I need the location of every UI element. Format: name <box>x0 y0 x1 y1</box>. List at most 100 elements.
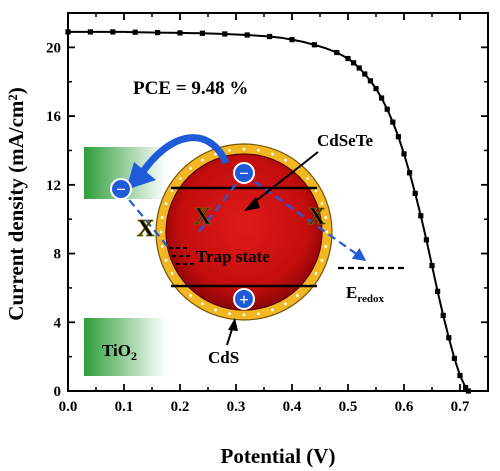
y-tick-label: 8 <box>54 247 62 263</box>
shell-dot <box>324 245 328 248</box>
trap-state-label: Trap state <box>196 247 270 266</box>
shell-dot <box>160 216 164 219</box>
shell-dot <box>320 202 324 206</box>
electron-in-tio2: − <box>110 178 132 200</box>
y-tick-label: 12 <box>46 178 61 194</box>
data-point <box>244 32 250 38</box>
y-tick-label: 4 <box>54 315 62 331</box>
shell-dot <box>284 158 287 162</box>
blocked-marker: X <box>194 204 212 230</box>
y-tick-label: 20 <box>46 40 61 56</box>
data-point <box>465 388 471 394</box>
data-point <box>373 86 379 92</box>
pce-annotation: PCE = 9.48 % <box>133 78 248 99</box>
data-point <box>345 55 351 62</box>
shell-dot <box>170 189 174 192</box>
x-tick-label: 0.6 <box>395 399 414 415</box>
data-point <box>451 355 457 361</box>
plot-frame <box>67 12 489 392</box>
shell-dot <box>159 230 163 234</box>
blocked-marker: X <box>308 204 326 230</box>
data-point <box>384 106 390 112</box>
y-axis: 0 4 8 12 16 20 <box>46 40 488 400</box>
data-point <box>435 288 441 294</box>
shell-dot <box>170 272 174 275</box>
data-point <box>429 262 435 269</box>
shell-dot <box>284 302 287 306</box>
shell-dot <box>214 308 218 312</box>
data-point <box>222 31 228 37</box>
x-tick-label: 0.7 <box>451 399 470 415</box>
x-tick-label: 0.0 <box>59 399 78 415</box>
data-point <box>367 78 373 84</box>
x-tick-label: 0.3 <box>227 399 246 415</box>
shell-dot <box>270 152 274 156</box>
cds-pointer-head <box>228 318 238 331</box>
data-point <box>379 95 385 101</box>
shell-dot <box>257 148 260 152</box>
data-point <box>311 42 317 48</box>
svg-text:+: + <box>239 290 249 309</box>
data-point <box>267 33 273 40</box>
shell-dot <box>324 216 328 219</box>
x-tick-label: 0.5 <box>339 399 358 415</box>
tio2-label: TiO2 <box>102 341 137 363</box>
shell-dot <box>160 245 164 248</box>
tio2-block <box>84 318 166 376</box>
x-axis-title: Potential (V) <box>221 444 336 468</box>
shell-dot <box>228 148 231 152</box>
hole-in-qd: + <box>233 288 255 310</box>
shell-dot <box>320 258 324 262</box>
redox-label: Eredox <box>346 283 385 305</box>
injection-arrow <box>137 134 230 178</box>
data-point <box>390 119 396 125</box>
data-point <box>177 30 183 36</box>
shell-dot <box>314 189 318 192</box>
data-point <box>334 49 340 56</box>
shell-dot <box>242 147 246 151</box>
data-point <box>401 151 407 157</box>
shell-dot <box>201 302 204 306</box>
y-tick-label: 0 <box>54 384 62 400</box>
data-point <box>87 29 93 35</box>
data-point <box>446 335 452 341</box>
data-point <box>356 65 362 71</box>
cds-label: CdS <box>208 348 239 367</box>
data-point <box>395 134 401 140</box>
data-point <box>289 37 295 43</box>
x-tick-label: 0.2 <box>171 399 190 415</box>
cdsete-pointer <box>251 151 319 205</box>
cdsete-pointer-head <box>244 197 260 211</box>
band-diagram-inset: TiO2 Trap state Eredox X X X <box>84 131 408 376</box>
data-point <box>199 30 205 36</box>
data-point <box>463 384 469 391</box>
shell-dot <box>164 258 168 262</box>
shell-dot <box>164 202 168 206</box>
svg-text:−: − <box>239 164 249 183</box>
shell-dot <box>189 294 193 297</box>
data-point <box>351 60 357 66</box>
blocked-marker: X <box>137 216 155 242</box>
shell-dot <box>270 308 274 312</box>
data-point <box>132 29 138 35</box>
data-point <box>362 71 368 77</box>
shell-dots <box>159 147 329 317</box>
data-point <box>65 29 71 35</box>
shell-dot <box>314 272 318 275</box>
shell-dot <box>257 312 260 316</box>
electron-in-qd: − <box>233 162 255 184</box>
y-tick-label: 16 <box>46 109 62 125</box>
recombination-path <box>243 173 367 262</box>
data-point <box>412 190 418 197</box>
jv-curve <box>65 29 471 394</box>
y-axis-title: Current density (mA/cm²) <box>4 87 28 320</box>
shell-dot <box>306 177 309 181</box>
x-tick-label: 0.4 <box>283 399 302 415</box>
data-point <box>457 372 463 379</box>
shell-dot <box>201 158 204 162</box>
shell-dot <box>189 167 193 170</box>
shell-dot <box>179 177 182 181</box>
data-point <box>440 312 446 318</box>
data-point <box>407 170 413 176</box>
